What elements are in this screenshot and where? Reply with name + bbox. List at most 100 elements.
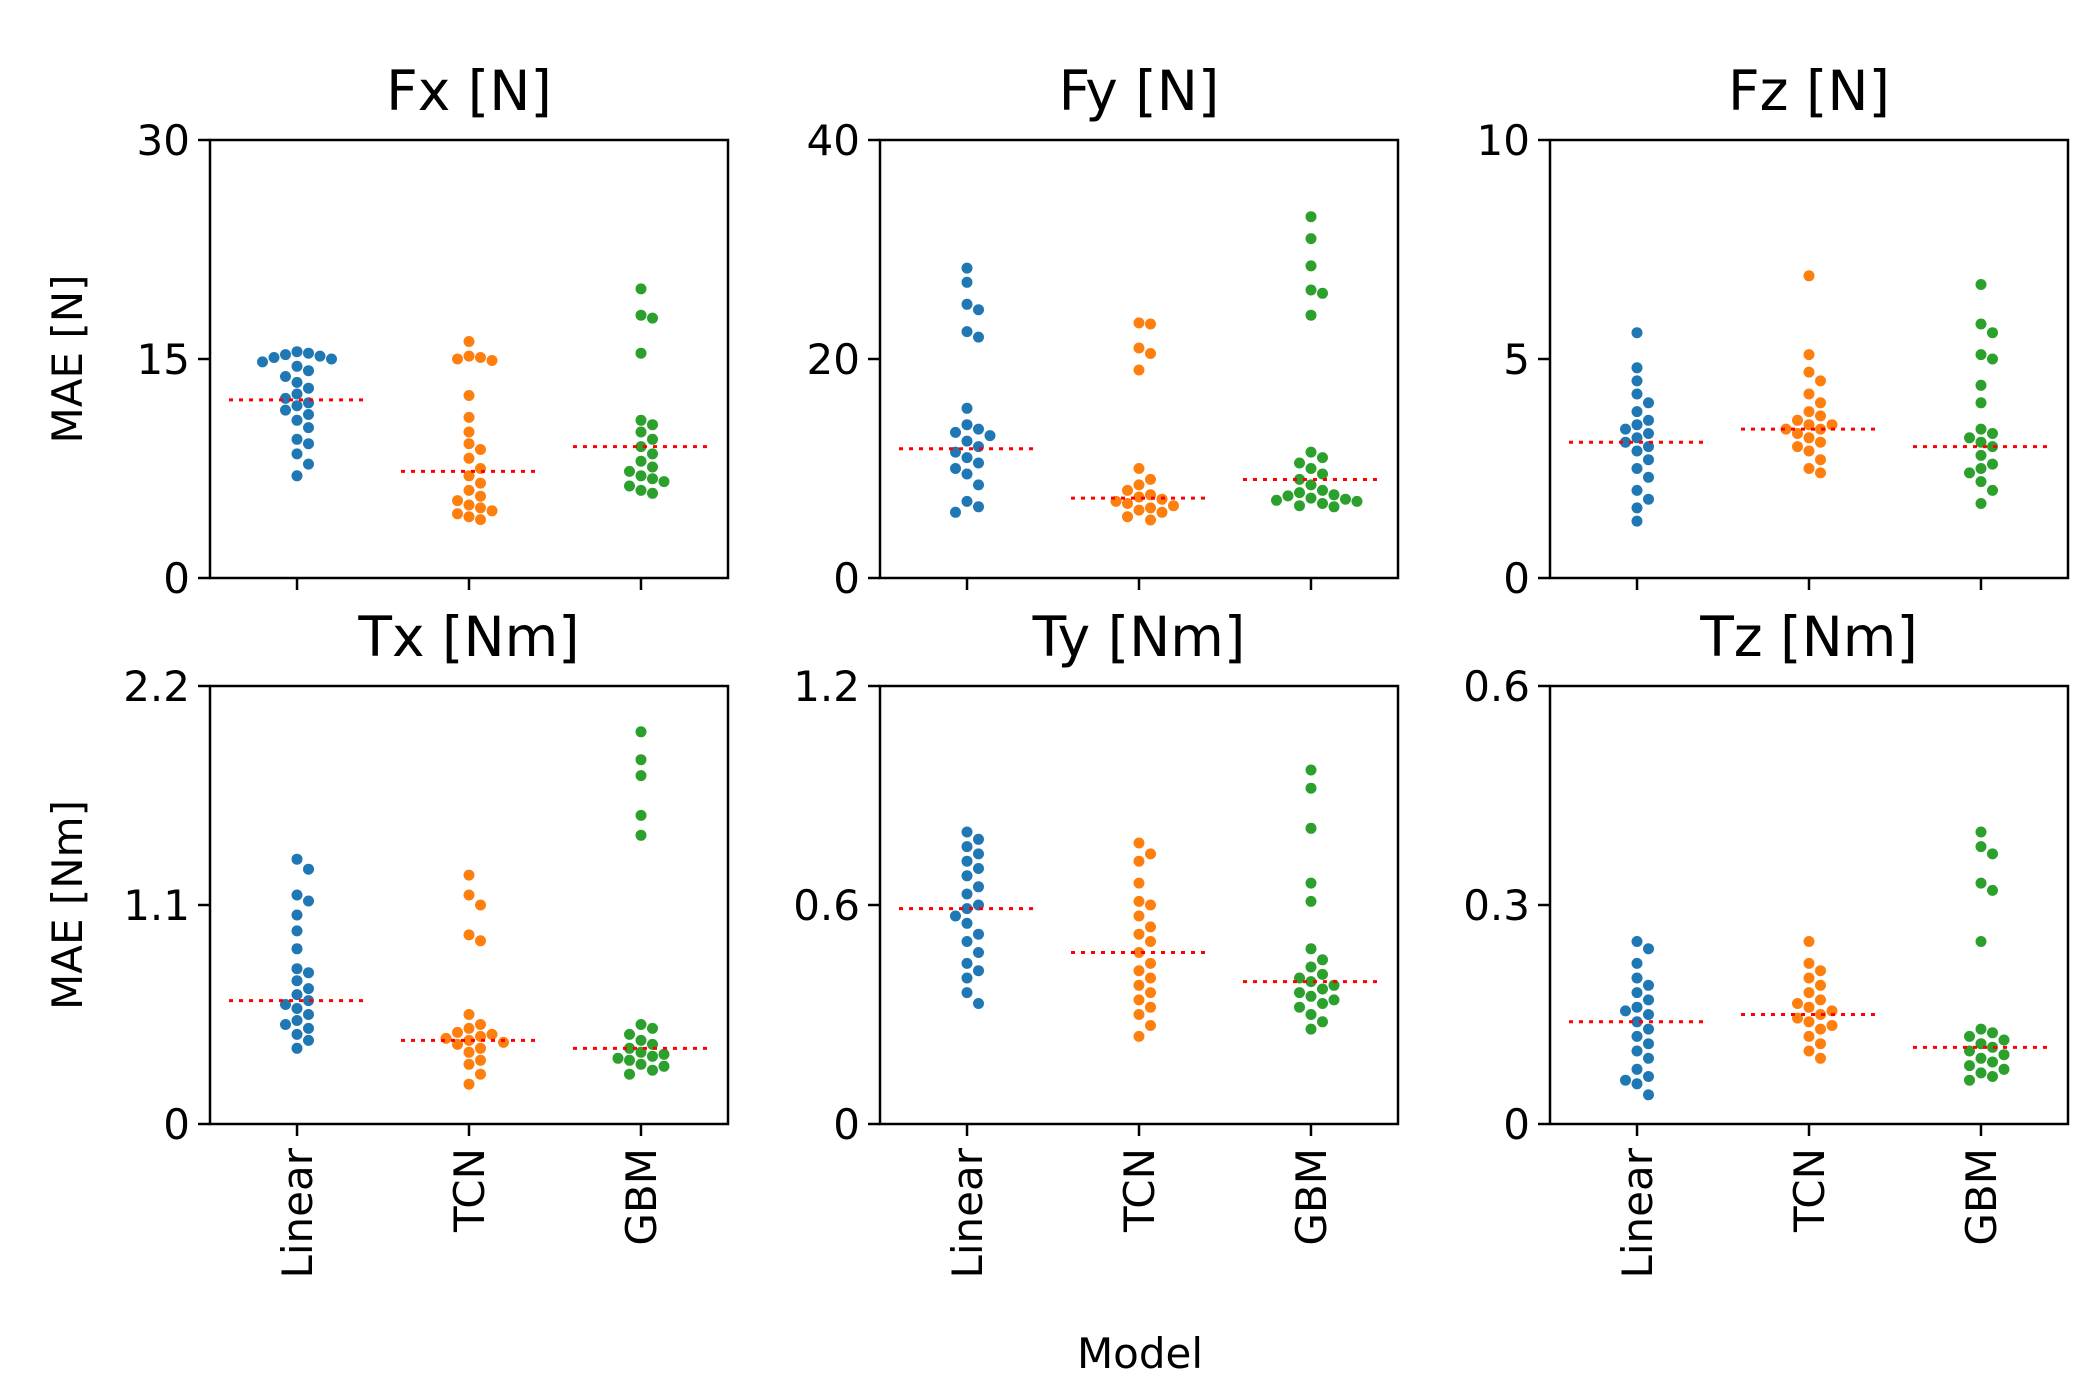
data-point-linear (1643, 414, 1654, 426)
x-tick-label: TCN (1785, 1148, 1834, 1233)
data-point-linear (280, 371, 291, 382)
data-point-linear (257, 356, 268, 368)
data-point-tcn (1133, 928, 1145, 940)
data-point-gbm (658, 476, 670, 488)
data-point-gbm (1975, 463, 1987, 474)
data-point-gbm (647, 1050, 658, 1062)
data-point-tcn (440, 1032, 452, 1044)
data-point-linear (1631, 406, 1643, 418)
data-point-linear (291, 1028, 303, 1040)
data-point-linear (1643, 1038, 1654, 1050)
data-point-tcn (1826, 1020, 1838, 1031)
data-point-linear (303, 409, 314, 420)
data-point-linear (303, 438, 314, 450)
data-point-tcn (486, 505, 498, 517)
data-point-tcn (475, 477, 486, 489)
data-point-gbm (1998, 1034, 2010, 1046)
data-point-linear (961, 402, 973, 414)
data-point-gbm (1987, 1027, 1998, 1039)
y-tick-label: 0 (833, 1100, 860, 1149)
data-point-linear (1631, 362, 1643, 374)
data-point-gbm (1305, 1009, 1317, 1020)
data-point-linear (973, 441, 984, 453)
data-point-linear (973, 479, 984, 491)
data-point-gbm (635, 347, 647, 359)
data-point-tcn (475, 490, 486, 502)
data-point-tcn (1803, 366, 1815, 378)
data-point-gbm (635, 809, 647, 821)
data-point-linear (303, 895, 314, 907)
data-point-tcn (486, 1028, 498, 1040)
data-point-linear (303, 365, 314, 377)
data-point-tcn (1780, 423, 1792, 435)
data-point-tcn (1815, 410, 1826, 422)
y-tick-label: 1.1 (123, 881, 190, 930)
data-point-tcn (1826, 419, 1838, 431)
data-point-gbm (1317, 998, 1328, 1009)
data-point-gbm (1271, 494, 1282, 506)
data-point-gbm (1987, 327, 1998, 339)
data-point-tcn (475, 1019, 486, 1030)
data-point-linear (1631, 1063, 1643, 1075)
data-point-tcn (1133, 910, 1145, 922)
data-point-linear (1643, 454, 1654, 466)
data-point-linear (1631, 1078, 1643, 1090)
data-point-tcn (1803, 987, 1815, 999)
x-axis-label: Model (1077, 1329, 1203, 1378)
data-point-gbm (1305, 1023, 1317, 1035)
data-point-gbm (658, 1048, 670, 1060)
data-point-linear (961, 903, 973, 915)
data-point-tcn (1803, 957, 1815, 969)
data-point-linear (291, 433, 303, 445)
data-point-linear (1631, 1001, 1643, 1013)
data-point-tcn (1133, 364, 1145, 376)
data-point-tcn (1803, 432, 1815, 444)
data-point-gbm (1975, 936, 1987, 947)
data-point-gbm (1305, 479, 1317, 491)
data-point-linear (303, 983, 314, 995)
data-point-tcn (1122, 511, 1133, 523)
data-point-tcn (1145, 1020, 1156, 1031)
data-point-tcn (1815, 1009, 1826, 1020)
data-point-linear (314, 350, 326, 362)
x-tick-label: Linear (1613, 1147, 1662, 1278)
data-point-gbm (635, 829, 647, 841)
data-point-linear (973, 501, 984, 513)
y-tick-label: 40 (807, 116, 860, 165)
data-point-tcn (1792, 441, 1803, 453)
data-point-tcn (1133, 855, 1145, 867)
data-point-tcn (1803, 419, 1815, 431)
x-tick-label: GBM (1287, 1148, 1336, 1246)
data-point-tcn (1133, 877, 1145, 889)
data-point-tcn (475, 1042, 486, 1054)
panel-title: Fx [N] (386, 59, 552, 123)
data-point-gbm (1975, 1052, 1987, 1064)
data-point-gbm (647, 1064, 658, 1076)
data-point-linear (973, 833, 984, 845)
y-tick-label: 0 (833, 554, 860, 603)
panel-title: Tx [Nm] (357, 605, 579, 669)
data-point-tcn (1145, 936, 1156, 947)
data-point-gbm (635, 441, 647, 453)
data-point-gbm (1975, 498, 1987, 509)
data-point-gbm (1987, 484, 1998, 496)
data-point-gbm (1340, 493, 1351, 505)
data-point-linear (303, 422, 314, 434)
data-point-linear (961, 957, 973, 969)
data-point-linear (1620, 1074, 1631, 1086)
data-point-gbm (1987, 458, 1998, 470)
data-point-gbm (1294, 500, 1305, 512)
data-point-gbm (1317, 287, 1328, 299)
data-point-linear (973, 947, 984, 958)
data-point-linear (291, 989, 303, 1001)
data-point-gbm (1987, 884, 1998, 896)
data-point-gbm (635, 484, 647, 496)
data-point-gbm (647, 473, 658, 485)
data-point-tcn (452, 353, 463, 365)
data-point-linear (1620, 1005, 1631, 1017)
y-tick-label: 10 (1477, 116, 1530, 165)
data-point-linear (1643, 1023, 1654, 1035)
panel-1: 0 15 30 Fx [N] MAE [N] (43, 59, 730, 603)
data-point-linear (1643, 441, 1654, 453)
data-point-linear (303, 458, 314, 470)
